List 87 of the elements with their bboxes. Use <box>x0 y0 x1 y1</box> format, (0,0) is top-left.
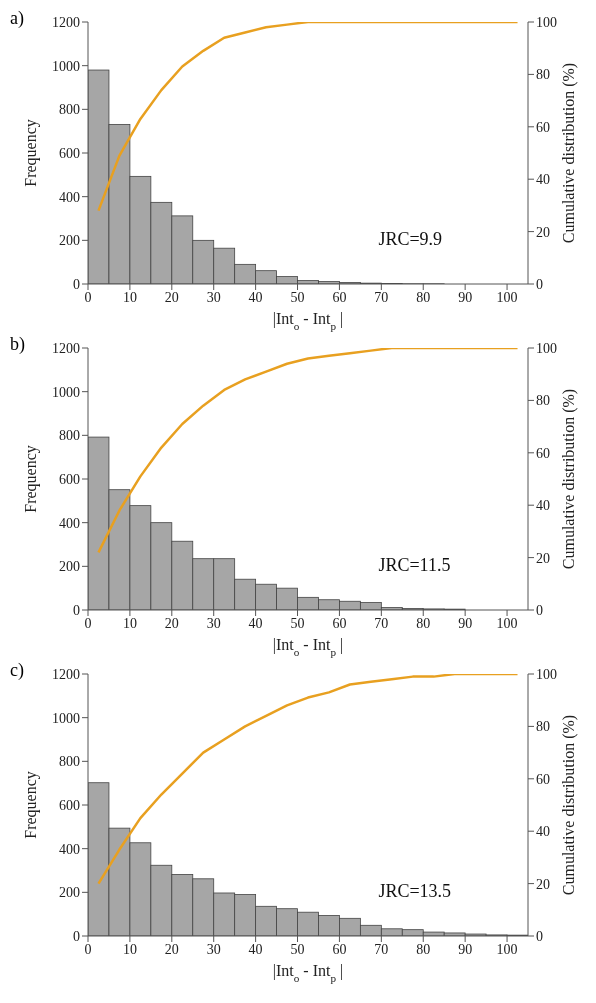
x-tick-label: 100 <box>496 615 518 631</box>
y-axis-title: Frequency <box>21 445 40 513</box>
x-tick-label: 50 <box>290 941 305 957</box>
x-tick-label: 70 <box>374 615 389 631</box>
x-tick-label: 30 <box>206 289 221 305</box>
y-tick-label: 800 <box>59 754 80 770</box>
x-tick-label: 10 <box>122 615 137 631</box>
y-tick-label: 1200 <box>52 14 80 30</box>
x-tick-label: 60 <box>332 941 347 957</box>
x-tick-label: 0 <box>84 615 92 631</box>
x-tick-label: 50 <box>290 289 305 305</box>
y2-tick-label: 80 <box>536 393 550 409</box>
y-tick-label: 200 <box>59 559 80 575</box>
chart-title: c) <box>10 660 24 681</box>
y2-axis-title: Cumulative distribution (%) <box>560 62 578 244</box>
annotation: JRC=9.9 <box>378 229 443 250</box>
x-tick-label: 10 <box>122 289 137 305</box>
y2-tick-label: 40 <box>536 498 550 514</box>
x-tick-label: 40 <box>248 615 263 631</box>
y-tick-label: 0 <box>73 928 80 944</box>
x-tick-label: 0 <box>84 289 92 305</box>
x-tick-label: 100 <box>496 289 518 305</box>
y2-tick-label: 0 <box>536 602 543 618</box>
y2-tick-label: 80 <box>536 719 550 735</box>
x-tick-label: 30 <box>206 615 221 631</box>
y-tick-label: 800 <box>59 428 80 444</box>
y-tick-label: 1000 <box>52 58 80 74</box>
y2-tick-label: 100 <box>536 14 557 30</box>
y2-tick-label: 60 <box>536 119 550 135</box>
x-tick-label: 70 <box>374 941 389 957</box>
x-tick-label: 30 <box>206 941 221 957</box>
x-tick-label: 100 <box>496 941 518 957</box>
y-tick-label: 600 <box>59 145 80 161</box>
y-tick-label: 1200 <box>52 666 80 682</box>
y-tick-label: 400 <box>59 515 80 531</box>
chart-title: a) <box>10 8 24 29</box>
chart-title: b) <box>10 334 25 355</box>
x-tick-label: 90 <box>458 289 473 305</box>
x-tick-label: 10 <box>122 941 137 957</box>
x-tick-label: 50 <box>290 615 305 631</box>
y-tick-label: 400 <box>59 189 80 205</box>
x-tick-label: 80 <box>416 289 431 305</box>
x-tick-label: 60 <box>332 615 347 631</box>
y2-tick-label: 60 <box>536 771 550 787</box>
x-axis-title: |Int$_{o}$ - Int$_{p}$| <box>272 962 344 984</box>
x-tick-label: 60 <box>332 289 347 305</box>
x-axis-title: |Int$_{o}$ - Int$_{p}$| <box>272 636 344 658</box>
y2-tick-label: 40 <box>536 172 550 188</box>
annotation: JRC=11.5 <box>378 555 451 576</box>
y2-tick-label: 20 <box>536 224 550 240</box>
x-tick-label: 90 <box>458 615 473 631</box>
y-tick-label: 0 <box>73 276 80 292</box>
x-tick-label: 80 <box>416 615 431 631</box>
x-tick-label: 90 <box>458 941 473 957</box>
y-tick-label: 600 <box>59 471 80 487</box>
x-tick-label: 70 <box>374 289 389 305</box>
y-axis-title: Frequency <box>21 771 40 839</box>
y2-tick-label: 0 <box>536 928 543 944</box>
y2-tick-label: 100 <box>536 666 557 682</box>
y-tick-label: 200 <box>59 885 80 901</box>
y-tick-label: 1200 <box>52 340 80 356</box>
y-tick-label: 1000 <box>52 384 80 400</box>
y2-axis-title: Cumulative distribution (%) <box>560 714 578 896</box>
y2-tick-label: 0 <box>536 276 543 292</box>
x-tick-label: 40 <box>248 289 263 305</box>
x-tick-label: 20 <box>164 289 179 305</box>
y-tick-label: 200 <box>59 233 80 249</box>
x-tick-label: 80 <box>416 941 431 957</box>
y2-tick-label: 80 <box>536 67 550 83</box>
annotation: JRC=13.5 <box>378 881 452 902</box>
y2-tick-label: 20 <box>536 876 550 892</box>
x-tick-label: 20 <box>164 941 179 957</box>
x-tick-label: 0 <box>84 941 92 957</box>
y2-tick-label: 60 <box>536 445 550 461</box>
x-tick-label: 40 <box>248 941 263 957</box>
x-tick-label: 20 <box>164 615 179 631</box>
y2-axis-title: Cumulative distribution (%) <box>560 388 578 570</box>
y-tick-label: 800 <box>59 102 80 118</box>
y-tick-label: 600 <box>59 797 80 813</box>
y2-tick-label: 20 <box>536 550 550 566</box>
y-tick-label: 1000 <box>52 710 80 726</box>
y2-tick-label: 40 <box>536 824 550 840</box>
y-tick-label: 0 <box>73 602 80 618</box>
y-tick-label: 400 <box>59 841 80 857</box>
y2-tick-label: 100 <box>536 340 557 356</box>
x-axis-title: |Int$_{o}$ - Int$_{p}$| <box>272 310 344 332</box>
y-axis-title: Frequency <box>21 119 40 187</box>
